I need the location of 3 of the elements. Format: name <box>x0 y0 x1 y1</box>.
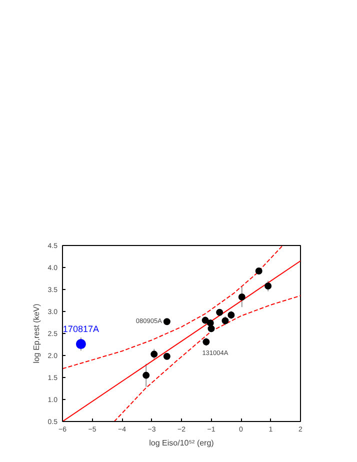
series-label: 170817A <box>62 324 99 334</box>
y-axis-title: log Ep,rest (keV) <box>32 303 41 364</box>
x-axis-title: log Eiso/10⁵² (erg) <box>149 438 214 448</box>
